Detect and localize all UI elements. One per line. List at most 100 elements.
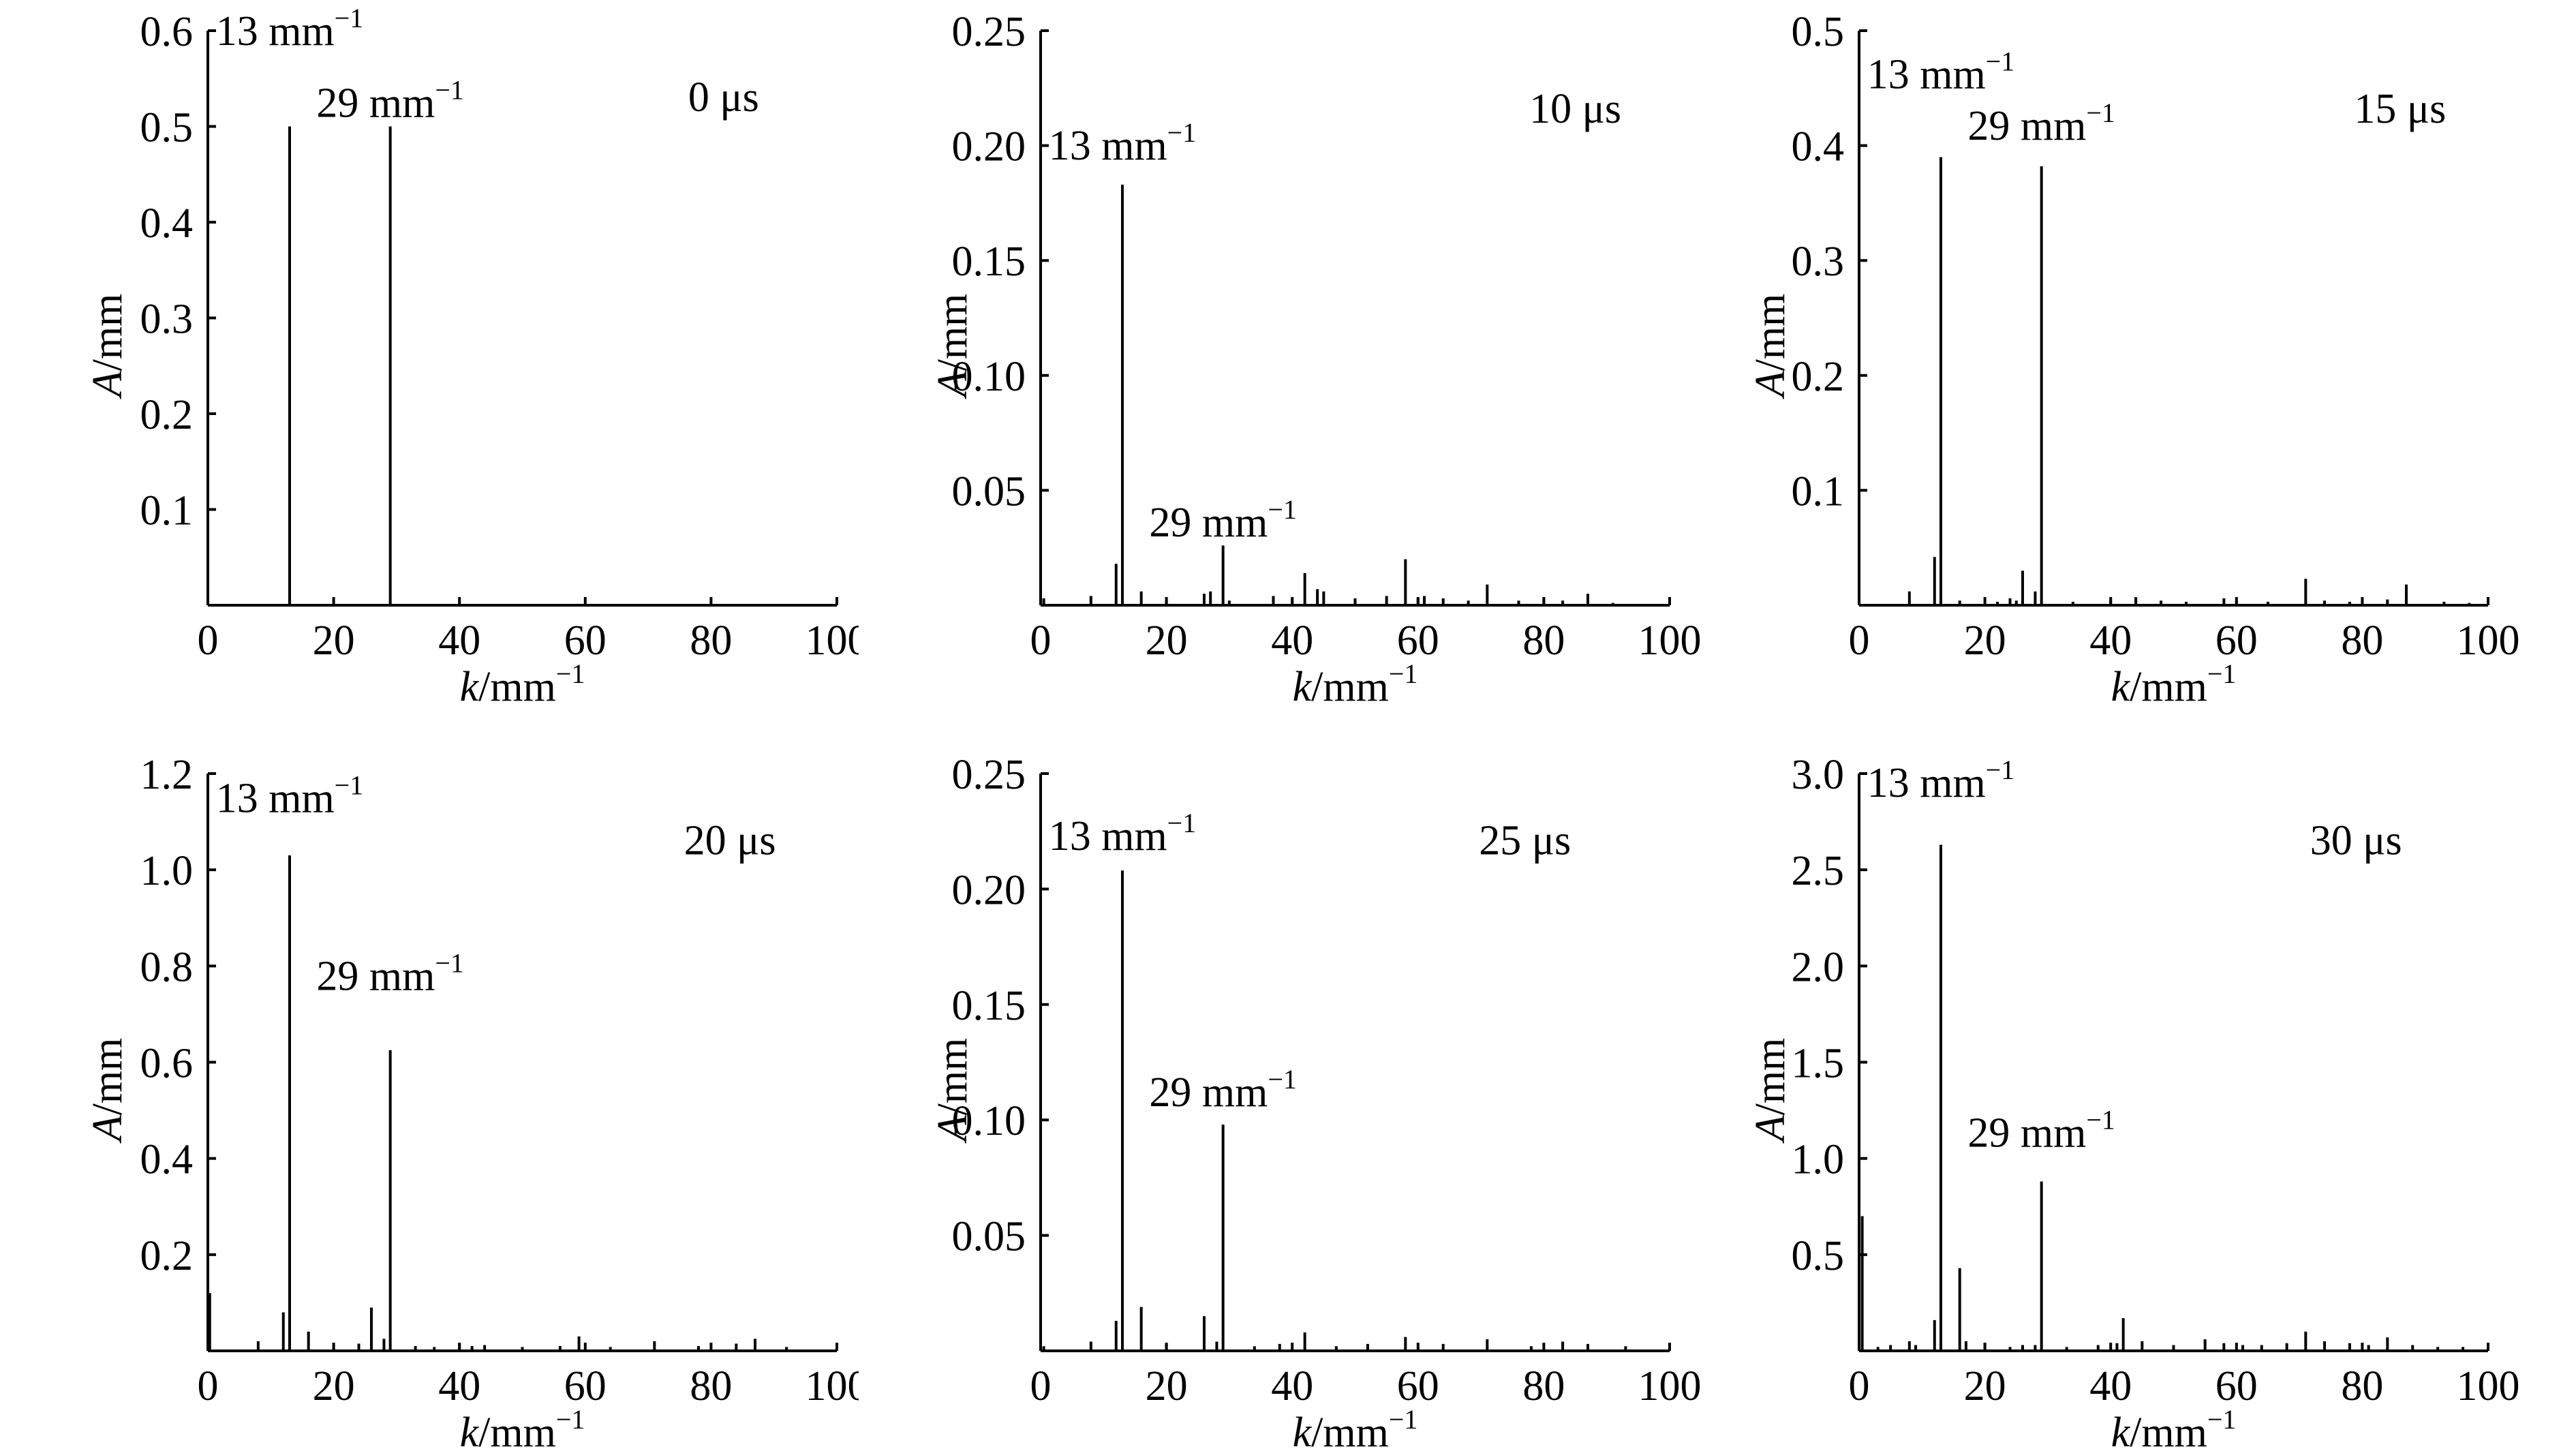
y-tick-label: 0.20	[952, 867, 1026, 913]
y-tick-label: 0.15	[952, 239, 1026, 285]
x-axis-sup: −1	[556, 658, 585, 689]
y-axis-unit: /mm	[930, 1038, 976, 1116]
peak-label-sup: −1	[2086, 97, 2115, 128]
x-tick-label: 40	[1271, 1363, 1313, 1409]
x-tick-label: 60	[2215, 617, 2258, 664]
y-tick-label: 0.05	[952, 1214, 1026, 1260]
y-axis-unit: /mm	[85, 294, 131, 371]
y-tick-label: 0.25	[952, 752, 1026, 798]
time-label: 0 μs	[688, 74, 759, 121]
x-tick-label: 0	[198, 617, 219, 664]
x-tick-label: 60	[564, 1363, 607, 1409]
y-tick-label: 3.0	[1792, 752, 1845, 798]
x-axis-var: k	[1293, 664, 1313, 710]
y-tick-label: 0.6	[140, 1041, 194, 1087]
y-tick-label: 0.5	[1792, 9, 1845, 55]
peak-label-sup: −1	[335, 3, 364, 33]
peak-label-sup: −1	[1986, 754, 2015, 785]
y-tick-label: 0.15	[952, 983, 1026, 1029]
y-tick-label: 0.4	[140, 200, 194, 247]
y-tick-label: 0.5	[1792, 1233, 1845, 1279]
x-axis-var: k	[2111, 1409, 2131, 1449]
y-tick-label: 0.4	[140, 1137, 194, 1183]
peak-label: 13 mm−1	[1867, 754, 2015, 806]
y-tick-label: 0.2	[1792, 354, 1845, 400]
x-tick-label: 40	[2089, 1363, 2132, 1409]
y-tick-label: 0.3	[140, 296, 194, 343]
x-axis-unit: /mm	[2130, 1409, 2207, 1449]
x-axis-title: k/mm−1	[2111, 658, 2237, 710]
y-tick-label: 0.20	[952, 124, 1026, 170]
y-tick-label: 0.05	[952, 468, 1026, 515]
y-axis-title: A/mm	[1747, 294, 1794, 400]
peak-label-base: 13 mm	[1049, 813, 1167, 859]
x-axis-title: k/mm−1	[2111, 1404, 2237, 1449]
peak-label-sup: −1	[1167, 808, 1197, 838]
y-tick-label: 0.8	[140, 944, 194, 990]
x-tick-label: 40	[1271, 617, 1313, 664]
time-label: 20 μs	[684, 818, 776, 864]
peak-label-sup: −1	[2086, 1105, 2115, 1135]
x-tick-label: 100	[2457, 617, 2520, 664]
x-tick-label: 0	[1030, 1363, 1052, 1409]
x-axis-sup: −1	[2207, 1404, 2237, 1435]
peak-label: 29 mm−1	[1149, 494, 1297, 546]
x-tick-label: 20	[313, 1363, 355, 1409]
y-axis-unit: /mm	[85, 1038, 131, 1116]
y-axis-title: A/mm	[930, 294, 976, 400]
peak-label-base: 29 mm	[316, 954, 435, 1000]
x-tick-label: 80	[1522, 1363, 1565, 1409]
x-axis-sup: −1	[2207, 658, 2237, 689]
peak-label: 13 mm−1	[216, 769, 364, 821]
y-axis-var: A	[930, 1114, 976, 1144]
x-axis-var: k	[1293, 1409, 1313, 1449]
y-tick-label: 0.10	[952, 1098, 1026, 1144]
peak-label: 29 mm−1	[1149, 1064, 1297, 1116]
x-tick-label: 80	[1522, 617, 1565, 664]
x-axis-unit: /mm	[1311, 1409, 1389, 1449]
peak-label: 13 mm−1	[216, 3, 364, 55]
peak-label-base: 13 mm	[216, 8, 335, 55]
x-tick-label: 80	[690, 1363, 732, 1409]
x-tick-label: 80	[2341, 1363, 2383, 1409]
x-tick-label: 20	[1964, 1363, 2006, 1409]
peak-label-sup: −1	[1986, 46, 2015, 76]
x-axis-title: k/mm−1	[460, 658, 585, 710]
peak-label-sup: −1	[435, 74, 464, 105]
x-tick-label: 60	[1397, 617, 1439, 664]
x-axis-sup: −1	[1389, 658, 1418, 689]
chart-panel-e: 0 20 40 60 80 1000.050.100.150.200.25k/mm−1A/…	[930, 752, 1702, 1449]
y-tick-label: 0.6	[140, 9, 194, 55]
y-tick-label: 0.2	[140, 1233, 194, 1279]
x-tick-label: 60	[564, 617, 607, 664]
y-axis-title: A/mm	[1747, 1038, 1794, 1144]
y-tick-label: 1.2	[140, 752, 194, 798]
x-axis-title: k/mm−1	[460, 1404, 585, 1449]
y-tick-label: 1.0	[140, 848, 194, 894]
y-axis-var: A	[1747, 1114, 1794, 1144]
chart-panel-f: 0 20 40 60 80 1000.51.01.52.02.53.0k/mm−1A/mm…	[1747, 752, 2520, 1449]
y-tick-label: 0.25	[952, 9, 1026, 55]
x-tick-label: 100	[1638, 617, 1702, 664]
x-axis-sup: −1	[1389, 1404, 1418, 1435]
y-axis-title: A/mm	[85, 1038, 131, 1144]
x-tick-label: 100	[806, 1363, 859, 1409]
y-tick-label: 2.0	[1792, 944, 1845, 990]
peak-label-sup: −1	[1268, 494, 1297, 525]
peak-label: 29 mm−1	[316, 948, 464, 1000]
peak-label-base: 13 mm	[1867, 51, 1986, 97]
x-axis-title: k/mm−1	[1293, 658, 1418, 710]
peak-label-base: 29 mm	[1967, 103, 2086, 149]
x-axis-sup: −1	[556, 1404, 585, 1435]
x-axis-var: k	[460, 1409, 480, 1449]
peak-label: 13 mm−1	[1049, 808, 1197, 859]
x-axis-var: k	[2111, 664, 2131, 710]
peak-label-base: 13 mm	[216, 775, 335, 821]
peak-label-sup: −1	[1268, 1064, 1297, 1095]
y-axis-var: A	[930, 370, 976, 399]
peak-label-sup: −1	[435, 948, 464, 979]
peak-label-sup: −1	[335, 769, 364, 800]
x-axis-unit: /mm	[478, 664, 556, 710]
peak-label-sup: −1	[1167, 117, 1197, 148]
